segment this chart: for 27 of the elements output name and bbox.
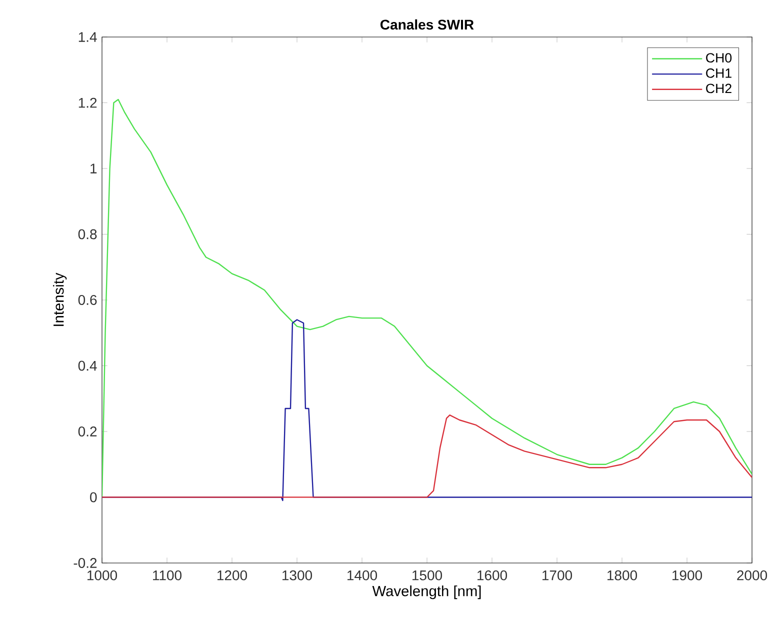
x-tick-label: 2000 (737, 570, 768, 580)
line-series (102, 414, 752, 498)
legend-label: CH2 (706, 84, 732, 94)
y-tick-label: 0.2 (78, 426, 97, 436)
x-tick-label: 1500 (412, 570, 442, 580)
y-tick-label: 1 (90, 164, 97, 174)
legend-label: CH0 (706, 53, 732, 63)
x-tick-label: 1900 (672, 570, 702, 580)
y-tick-label: 0.8 (78, 229, 97, 240)
x-tick-label: 1400 (347, 570, 378, 580)
x-tick-label: 1700 (542, 570, 572, 580)
y-tick-label: 0.6 (78, 295, 97, 305)
x-tick-label: 1000 (87, 570, 118, 580)
y-tick-label: -0.2 (74, 558, 97, 568)
x-axis-title: Wavelength [nm] (372, 585, 481, 600)
x-tick-label: 1800 (607, 570, 638, 580)
chart-title: Canales SWIR (380, 19, 474, 30)
y-tick-label: 0.4 (78, 360, 97, 371)
x-tick-label: 1100 (153, 570, 182, 580)
y-tick-label: 1.2 (78, 98, 97, 108)
y-tick-label: 1.4 (78, 32, 97, 42)
y-tick-label: 0 (90, 492, 97, 502)
x-tick-label: 1200 (217, 570, 248, 580)
x-tick-label: 1300 (282, 570, 312, 580)
legend-label: CH1 (706, 68, 732, 78)
x-tick-label: 1600 (477, 570, 508, 580)
y-axis-title: Intensity (53, 272, 67, 326)
